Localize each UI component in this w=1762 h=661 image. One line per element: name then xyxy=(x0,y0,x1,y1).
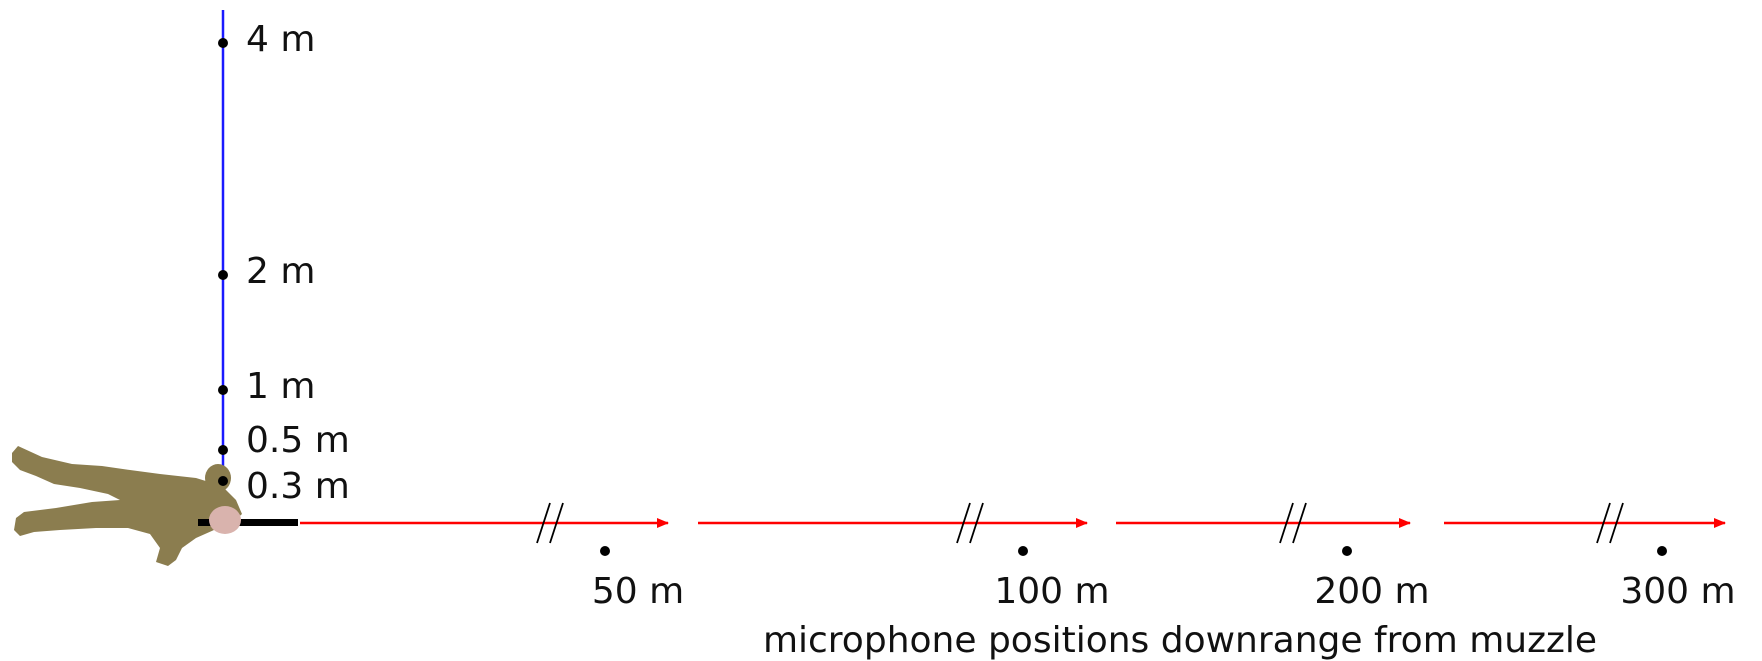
break-mark xyxy=(1279,502,1307,544)
vmic-label: 0.3 m xyxy=(246,466,350,507)
vmic-label: 0.5 m xyxy=(246,420,350,461)
vertical-microphones: 4 m 2 m 1 m 0.5 m 0.3 m xyxy=(218,19,350,507)
downrange-mic-label: 50 m xyxy=(592,571,684,612)
downrange-mic-label: 300 m xyxy=(1620,571,1735,612)
break-mark xyxy=(956,502,984,544)
diagram-caption: microphone positions downrange from muzz… xyxy=(763,620,1597,661)
downrange-mic-dot xyxy=(600,546,610,556)
shooter-silhouette xyxy=(12,446,242,566)
rifle xyxy=(198,519,298,526)
vmic-dot xyxy=(218,270,228,280)
downrange-mic-label: 100 m xyxy=(994,571,1109,612)
downrange-microphones: 50 m 100 m 200 m 300 m xyxy=(592,546,1736,612)
shooter-head xyxy=(205,464,231,492)
vmic-dot xyxy=(218,38,228,48)
downrange-mic-label: 200 m xyxy=(1314,571,1429,612)
break-mark xyxy=(536,502,564,544)
downrange-mic-dot xyxy=(1657,546,1667,556)
break-mark xyxy=(1596,502,1624,544)
vmic-dot xyxy=(218,385,228,395)
vmic-dot xyxy=(218,445,228,455)
downrange-mic-dot xyxy=(1018,546,1028,556)
vmic-label: 2 m xyxy=(246,251,315,292)
downrange-mic-dot xyxy=(1342,546,1352,556)
trajectory xyxy=(300,502,1726,544)
vmic-label: 4 m xyxy=(246,19,315,60)
vmic-dot xyxy=(218,476,228,486)
shooter-hand xyxy=(209,506,241,534)
vmic-label: 1 m xyxy=(246,366,315,407)
